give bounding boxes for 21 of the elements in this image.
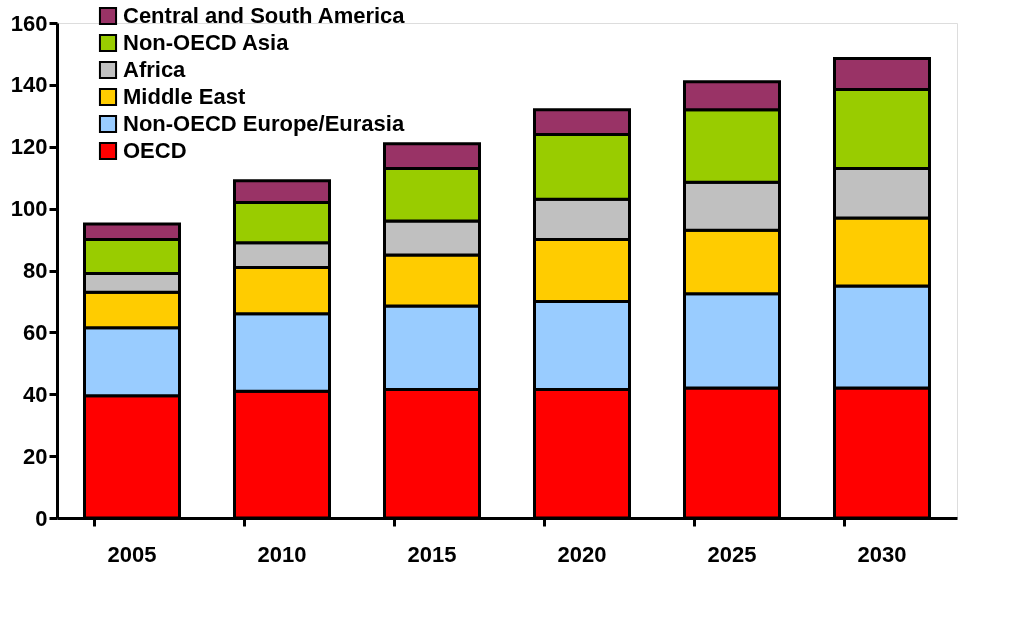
- legend-label: Middle East: [123, 84, 246, 109]
- legend-label: Africa: [123, 57, 187, 82]
- legend-label: Non-OECD Europe/Eurasia: [123, 111, 405, 136]
- y-tick-label: 120: [10, 134, 48, 160]
- x-tick-label: 2030: [857, 541, 907, 567]
- legend-label: Non-OECD Asia: [123, 30, 290, 55]
- y-tick-label: 140: [10, 72, 48, 98]
- x-tick-label: 2025: [707, 541, 757, 567]
- x-tick-label: 2015: [407, 541, 457, 567]
- x-tick-label: 2010: [257, 541, 307, 567]
- y-tick-label: 0: [35, 505, 48, 531]
- x-tick-label: 2005: [107, 541, 157, 567]
- y-tick-label: 40: [23, 381, 48, 407]
- y-tick-label: 60: [23, 319, 48, 345]
- legend-label: Central and South America: [123, 3, 406, 28]
- y-tick-label: 20: [23, 443, 48, 469]
- x-tick-label: 2020: [557, 541, 607, 567]
- y-tick-label: 100: [10, 196, 48, 222]
- y-tick-label: 160: [10, 10, 48, 36]
- legend-label: OECD: [123, 138, 187, 163]
- y-tick-label: 80: [23, 258, 48, 283]
